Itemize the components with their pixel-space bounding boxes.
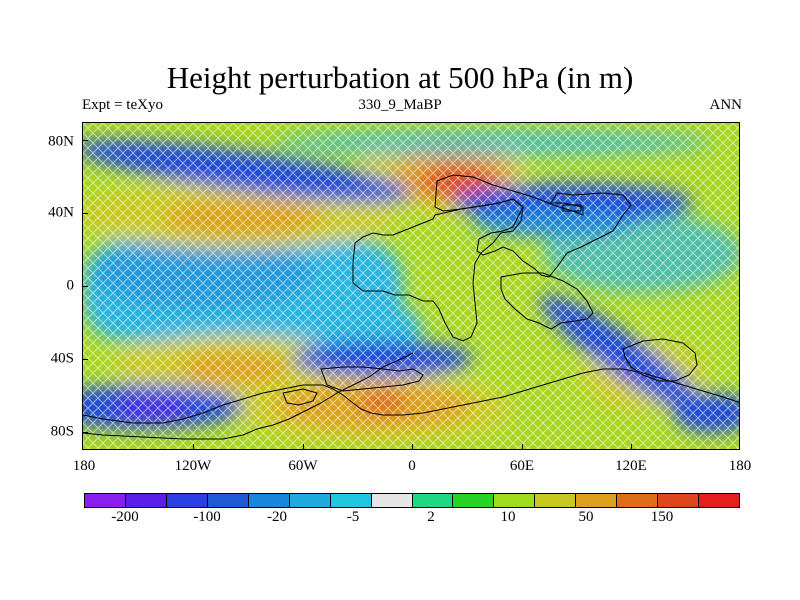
colorbar-box: [125, 494, 167, 507]
lon-label-180w: 180: [72, 458, 96, 474]
colorbar-box: [453, 494, 495, 507]
lat-label-0: 0: [66, 277, 75, 294]
colorbar-box: [658, 494, 700, 507]
lat-tick: [82, 286, 88, 287]
lat-label-40s: 40S: [50, 350, 74, 367]
colorbar-box: [617, 494, 659, 507]
colorbar-label: -100: [193, 509, 221, 525]
map-panel: [82, 122, 740, 450]
lon-label-180e: 180: [728, 458, 752, 474]
colorbar-label: -20: [267, 509, 287, 525]
period-label: 330_9_MaBP: [358, 97, 442, 113]
lat-tick: [82, 213, 88, 214]
lon-label-60w: 60W: [288, 458, 318, 474]
experiment-label: Expt = teXyo: [82, 97, 163, 113]
colorbar-label: 50: [578, 509, 594, 525]
lon-tick: [412, 444, 413, 450]
lat-tick: [82, 140, 88, 141]
lon-label-120w: 120W: [174, 458, 212, 474]
lon-tick: [303, 444, 304, 450]
colorbar-box: [330, 494, 372, 507]
colorbar-box: [289, 494, 331, 507]
lat-tick: [82, 432, 88, 433]
colorbar-box: [248, 494, 290, 507]
coastlines: [83, 174, 739, 440]
lon-tick: [522, 444, 523, 450]
colorbar-label: 2: [427, 509, 435, 525]
colorbar-box: [166, 494, 208, 507]
colorbar-box: [699, 494, 739, 507]
colorbar-box: [85, 494, 126, 507]
colorbar-box: [576, 494, 618, 507]
colorbar-label: 10: [500, 509, 516, 525]
plot-title: Height perturbation at 500 hPa (in m): [166, 60, 634, 95]
lat-tick: [82, 359, 88, 360]
lat-label-80s: 80S: [50, 423, 74, 440]
colorbar: [84, 493, 740, 508]
colorbar-label: -5: [346, 509, 360, 525]
colorbar-label: -200: [111, 509, 139, 525]
lon-label-0: 0: [408, 458, 416, 474]
colorbar-box: [494, 494, 536, 507]
colorbar-box: [207, 494, 249, 507]
lat-label-40n: 40N: [48, 204, 74, 221]
lon-label-60e: 60E: [509, 458, 535, 474]
colorbar-label: 150: [650, 509, 674, 525]
season-label: ANN: [709, 97, 743, 113]
colorbar-box: [535, 494, 577, 507]
hatch-overlay: [83, 123, 739, 449]
height-perturbation-map: [83, 123, 739, 449]
lon-label-120e: 120E: [615, 458, 647, 474]
lon-tick: [631, 444, 632, 450]
lat-label-80n: 80N: [48, 133, 74, 150]
colorbar-box: [412, 494, 454, 507]
colorbar-box: [371, 494, 413, 507]
lon-tick: [193, 444, 194, 450]
